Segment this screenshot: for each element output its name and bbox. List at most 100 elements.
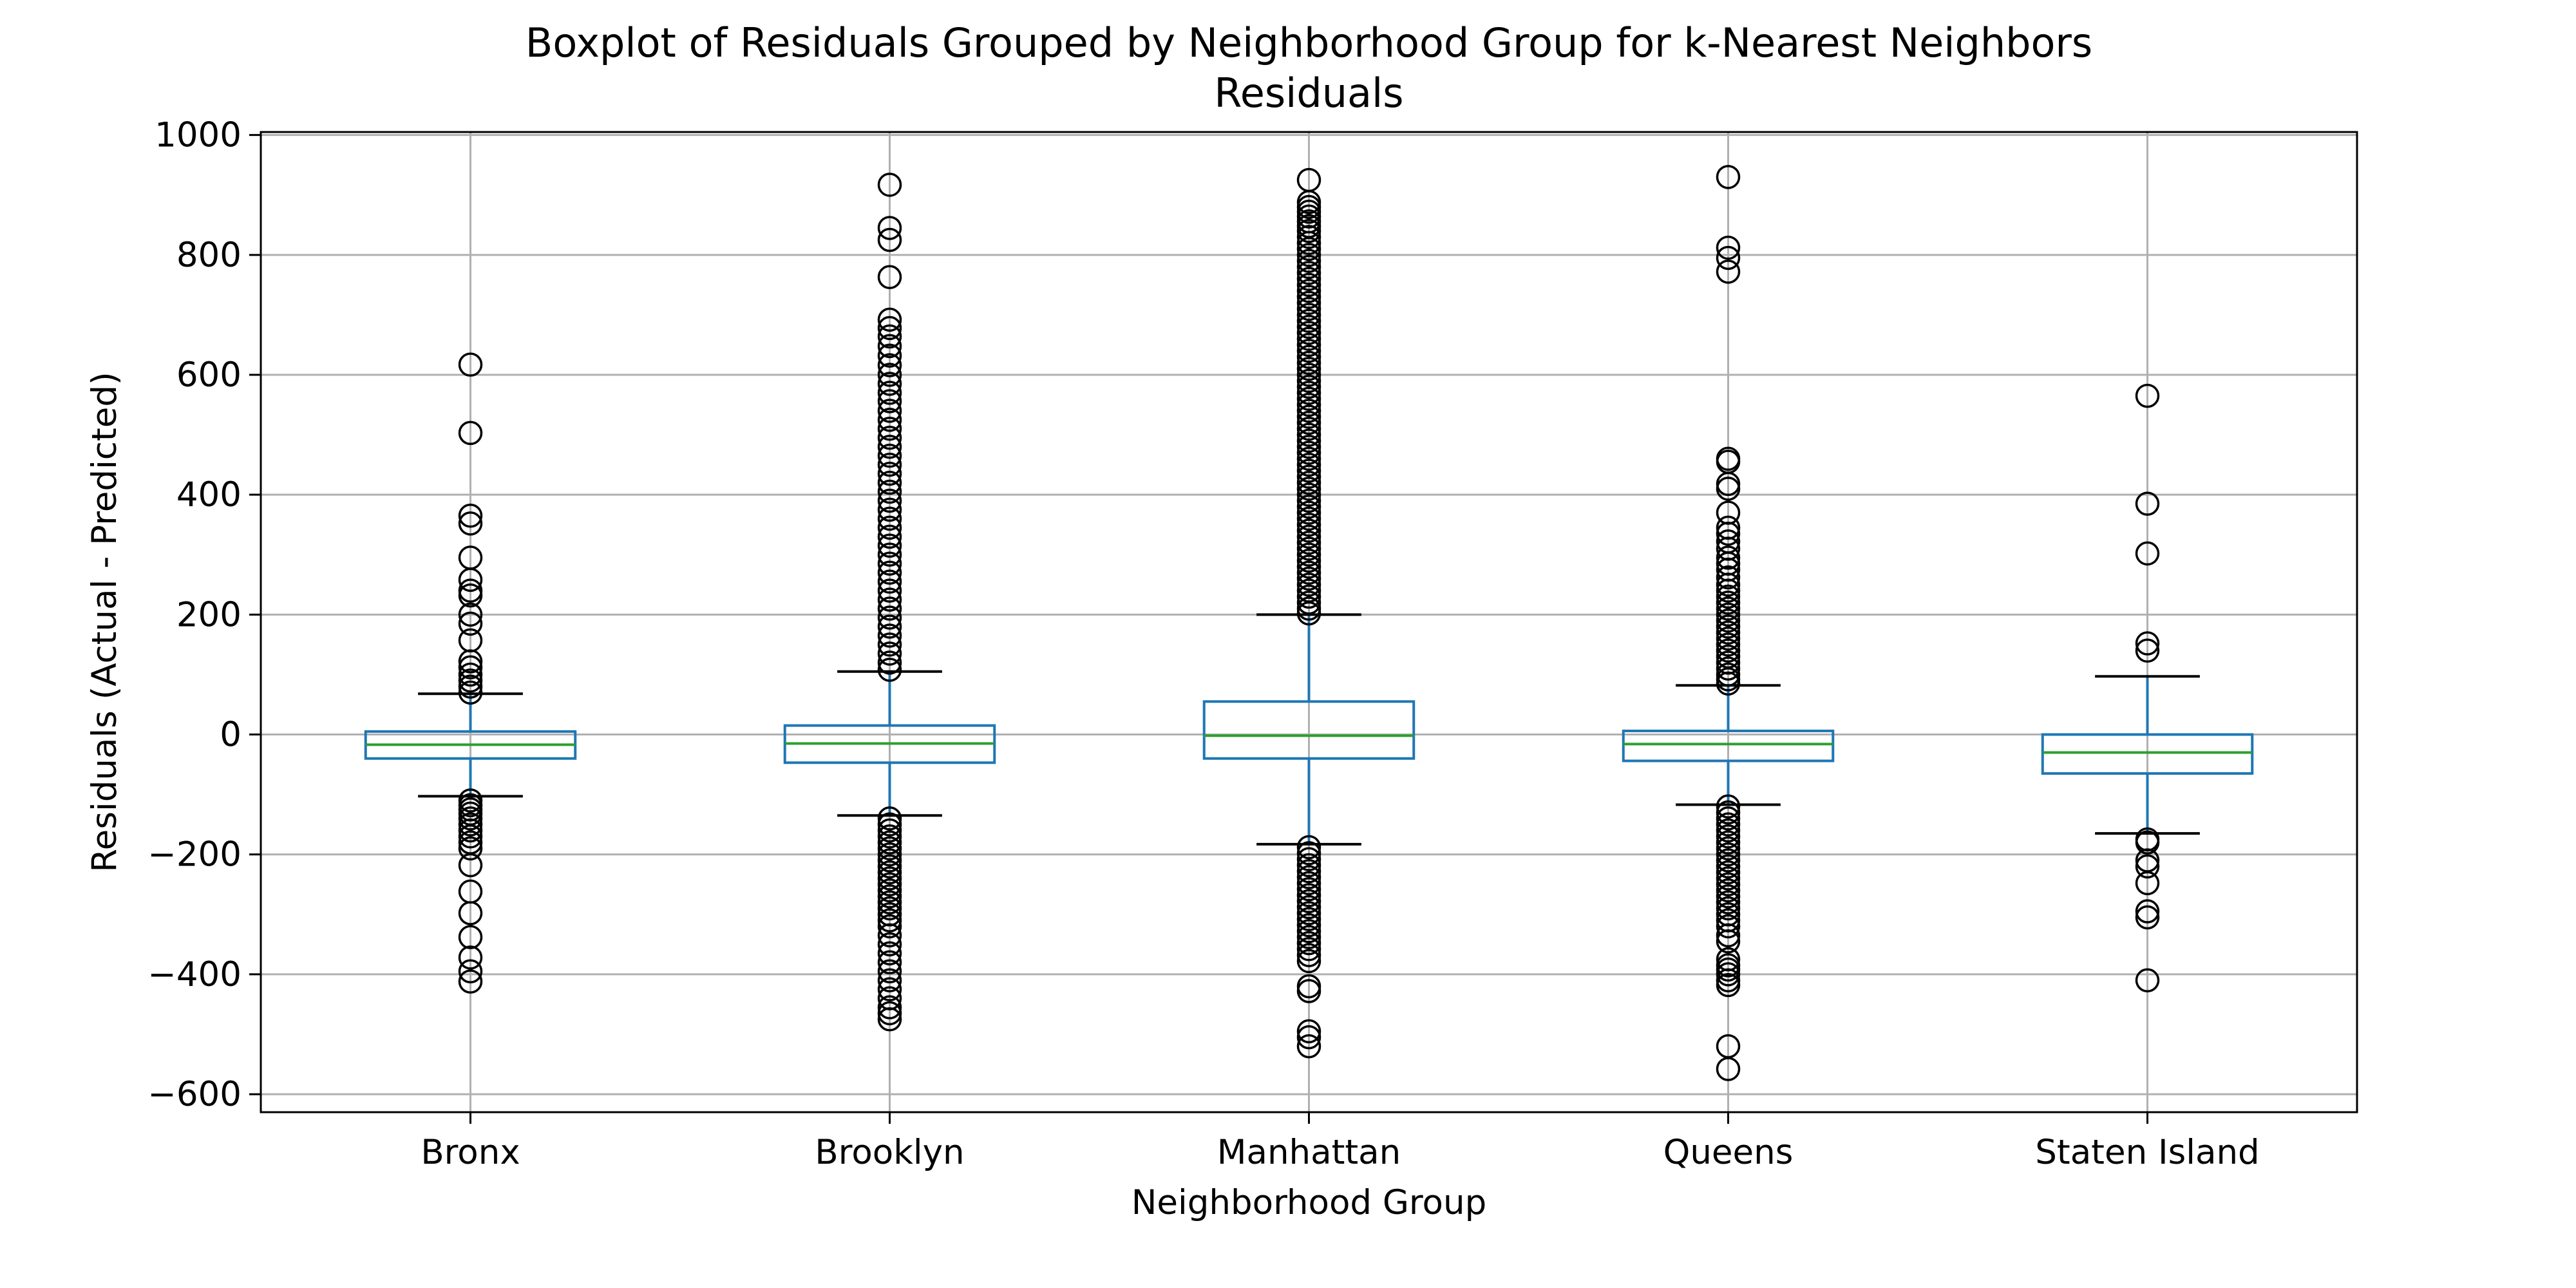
outlier-point [1716,545,1741,570]
box-group [1622,165,1835,1081]
outlier-point [1296,859,1321,884]
outlier-point [877,434,902,459]
outlier-point [877,854,902,879]
outlier-point [1296,428,1321,453]
outlier-point [877,587,902,612]
outlier-point [1296,931,1321,956]
outlier-point [1296,1019,1321,1044]
outlier-point [458,504,483,528]
outlier-point [1716,596,1741,621]
outlier-point [458,352,483,377]
outlier-point [1296,356,1321,381]
outlier-point [1296,524,1321,549]
outlier-point [1716,245,1741,270]
box-group [1202,167,1416,1059]
outlier-point [1716,632,1741,657]
outlier-point [1296,1034,1321,1059]
outlier-point [1716,477,1741,501]
outlier-point [1296,290,1321,316]
outlier-point [877,461,902,486]
outlier-point [1716,565,1741,590]
outlier-point [1296,1025,1321,1050]
outlier-point [458,812,483,837]
outlier-point [1716,962,1741,987]
outlier-point [877,560,902,585]
outlier-point [877,650,902,675]
outlier-point [1296,601,1321,626]
outlier-point [1296,464,1321,489]
outlier-point [877,426,902,450]
outlier-point [2135,905,2160,930]
outlier-point [877,632,902,657]
outlier-point [1716,794,1741,819]
outlier-point [1296,404,1321,429]
outlier-point [877,389,902,413]
outlier-point [877,515,902,540]
outlier-point [458,824,483,849]
outlier-point [877,830,902,855]
outlier-point [877,806,902,831]
y-tick-label: 800 [176,236,242,275]
outlier-point [1296,979,1321,1003]
outlier-point [1296,303,1321,327]
outlier-point [2135,631,2160,656]
outlier-point [1716,929,1741,954]
outlier-point [877,872,902,897]
outlier-point [1296,261,1321,285]
x-tick-label: Bronx [421,1133,520,1172]
outlier-point [1716,824,1741,849]
iqr-box [2041,733,2254,775]
outlier-point [877,968,902,992]
outlier-point [1296,267,1321,291]
outlier-point [1296,386,1321,411]
outlier-point [1296,943,1321,967]
outlier-point [2135,541,2160,566]
outlier-point [877,878,902,903]
outlier-point [1296,272,1321,298]
outlier-point [877,884,902,909]
outlier-point [877,452,902,477]
outlier-point [1296,506,1321,531]
outlier-point [877,641,902,666]
outlier-point [877,542,902,567]
outlier-point [877,524,902,549]
outlier-point [2135,830,2160,855]
outlier-point [877,605,902,630]
outlier-point [1296,392,1321,417]
outlier-point [877,408,902,432]
outlier-point [1296,590,1321,615]
y-tick-label: 200 [176,595,242,634]
outlier-point [1296,254,1321,279]
outlier-point [1296,847,1321,871]
outlier-point [877,914,902,939]
y-tick-label: −200 [147,835,242,875]
outlier-point [1296,901,1321,925]
outlier-point [1716,860,1741,885]
outlier-point [1296,363,1321,387]
y-tick-label: 0 [220,715,242,755]
outlier-point [458,511,483,536]
outlier-point [458,611,483,636]
outlier-point [1296,417,1321,441]
outlier-point [1716,656,1741,681]
outlier-point [877,623,902,648]
outlier-point [1296,482,1321,507]
outlier-point [1716,578,1741,603]
outlier-point [877,908,902,933]
y-tick-label: −600 [147,1075,242,1114]
outlier-point [877,551,902,576]
outlier-point [1716,878,1741,903]
outlier-point [1716,590,1741,615]
outlier-point [458,649,483,674]
iqr-box [1622,729,1835,762]
y-tick-label: −400 [147,955,242,994]
outlier-point [1296,278,1321,303]
outlier-point [1296,853,1321,878]
x-tick-label: Staten Island [2035,1133,2259,1172]
outlier-point [877,479,902,504]
outlier-point [1296,584,1321,609]
outlier-point [877,353,902,377]
outlier-point [877,896,902,921]
outlier-point [458,945,483,970]
outlier-point [1296,410,1321,435]
